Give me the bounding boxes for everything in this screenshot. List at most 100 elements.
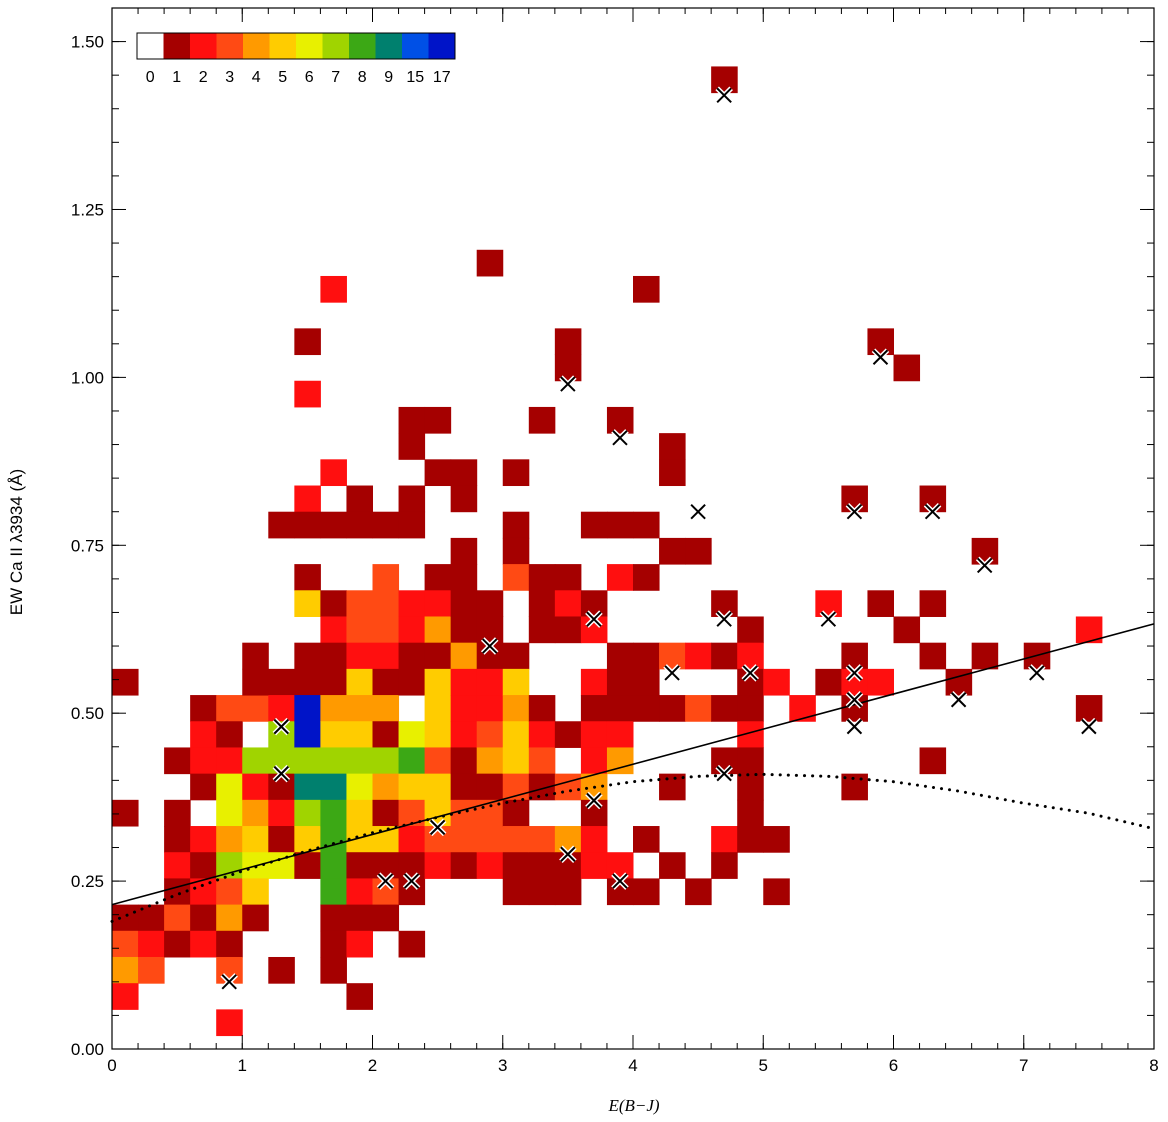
heatmap-cell — [112, 930, 139, 958]
heatmap-cell — [372, 852, 400, 879]
x-tick-label: 2 — [368, 1056, 377, 1075]
heatmap-cell — [554, 878, 582, 906]
x-marker — [846, 692, 863, 708]
colorbar: 0 1 2 3 4 5 6 7 8 9 15 17 — [136, 32, 456, 86]
heatmap-cell — [164, 799, 191, 827]
heatmap-cell — [372, 747, 400, 775]
heatmap-cell — [346, 852, 373, 879]
tick-labels: 0 1 2 3 4 5 6 7 80.000.250.500.751.001.251.50 — [71, 8, 1159, 1075]
heatmap-cell — [711, 747, 738, 775]
x-marker — [924, 504, 941, 520]
heatmap-cell — [476, 721, 504, 748]
heatmap-cell — [242, 826, 269, 853]
x-markers — [220, 86, 1098, 991]
colorbar-swatch — [243, 33, 270, 59]
heatmap-cell — [528, 564, 556, 591]
heatmap-cell — [164, 826, 191, 853]
heatmap-cell — [606, 642, 634, 670]
colorbar-label: 4 — [252, 69, 261, 86]
x-marker — [586, 611, 602, 627]
heatmap-cell — [893, 616, 921, 644]
heatmap-cell — [528, 878, 556, 906]
heatmap-cell — [242, 799, 269, 827]
colorbar-swatch — [402, 33, 429, 59]
heatmap-cell — [164, 852, 191, 879]
x-marker — [976, 557, 993, 574]
heatmap-cell — [320, 642, 347, 670]
heatmap-cell — [476, 668, 504, 696]
heatmap-cell — [398, 406, 426, 434]
heatmap-cell — [216, 930, 243, 958]
heatmap-cell — [372, 616, 400, 644]
y-tick-label: 1.50 — [71, 33, 104, 52]
heatmap-cell — [216, 773, 243, 801]
x-tick-label: 1 — [238, 1056, 247, 1075]
heatmap-cell — [320, 878, 347, 906]
heatmap-cell — [190, 904, 217, 932]
x-marker — [846, 504, 863, 520]
heatmap-cell — [450, 826, 478, 853]
heatmap-cell — [450, 852, 478, 879]
heatmap-cell — [372, 668, 400, 696]
heatmap-cell — [398, 511, 426, 539]
heatmap-cell — [294, 799, 321, 827]
heatmap-cell — [659, 852, 686, 879]
heatmap-cell — [424, 590, 452, 617]
heatmap-cell — [450, 537, 478, 565]
heatmap-cell — [268, 773, 295, 801]
heatmap-cell — [294, 721, 321, 748]
heatmap-cell — [372, 564, 400, 591]
heatmap-cell — [268, 511, 295, 539]
heatmap-cell — [554, 616, 582, 644]
heatmap-cell — [320, 956, 347, 984]
heatmap-cell — [450, 721, 478, 748]
heatmap-cell — [294, 511, 321, 539]
heatmap-cell — [372, 904, 400, 932]
heatmap-cell — [685, 642, 712, 670]
heatmap-cell — [763, 668, 790, 696]
x-marker — [820, 611, 837, 627]
heatmap-cell — [242, 747, 269, 775]
heatmap-cell — [606, 852, 634, 879]
heatmap-cell — [346, 799, 373, 827]
heatmap-cell — [320, 590, 347, 617]
heatmap-cell — [424, 668, 452, 696]
heatmap-cell — [450, 799, 478, 827]
heatmap-cell — [633, 642, 660, 670]
heatmap-cell — [580, 695, 608, 722]
heatmap-cell — [502, 826, 530, 853]
heatmap-cell — [398, 852, 426, 879]
heatmap-cell — [554, 590, 582, 617]
heatmap-cell — [424, 747, 452, 775]
heatmap-cell — [502, 747, 530, 775]
heatmap-cell — [242, 904, 269, 932]
heatmap-cell — [580, 747, 608, 775]
heatmap-cell — [320, 930, 347, 958]
heatmap-cell — [398, 642, 426, 670]
heatmap-cell — [424, 852, 452, 879]
colorbar-swatch — [322, 33, 350, 59]
heatmap-cell — [164, 747, 191, 775]
heatmap-cell — [424, 799, 452, 827]
heatmap-cell — [450, 773, 478, 801]
colorbar-label: 3 — [225, 69, 234, 86]
heatmap-cell — [711, 826, 738, 853]
x-marker — [612, 873, 628, 889]
colorbar-swatch — [216, 33, 244, 59]
heatmap-cell — [580, 511, 608, 539]
colorbar-label: 0 — [146, 69, 155, 86]
colorbar-label: 2 — [199, 69, 208, 86]
heatmap-cell — [398, 590, 426, 617]
heatmap-cell — [606, 721, 634, 748]
heatmap-cell — [711, 852, 738, 879]
heatmap-cell — [398, 485, 426, 513]
x-marker — [846, 718, 863, 735]
heatmap-cell — [554, 354, 582, 382]
heatmap-cell — [346, 983, 373, 1010]
colorbar-label: 5 — [278, 69, 287, 86]
heatmap-cell — [320, 773, 347, 801]
heatmap-cell — [841, 485, 868, 513]
heatmap-cell — [216, 852, 243, 879]
x-marker — [950, 692, 967, 708]
heatmap-cell — [502, 511, 530, 539]
